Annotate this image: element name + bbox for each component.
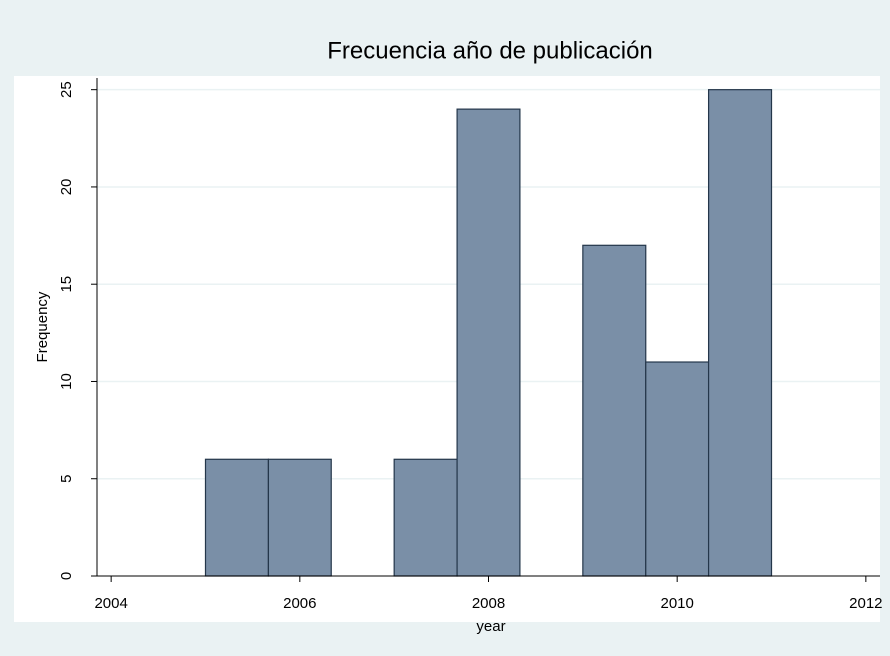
y-tick-label: 25 [58, 81, 75, 98]
y-tick-label: 10 [58, 373, 75, 390]
bar [267, 458, 332, 577]
bar [393, 458, 458, 577]
y-tick-label: 5 [58, 475, 75, 483]
y-tick-label: 0 [58, 572, 75, 580]
bar [707, 89, 773, 577]
bar [456, 108, 521, 577]
y-tick-label: 15 [58, 276, 75, 293]
y-axis-title: Frequency [34, 291, 51, 362]
x-tick-label: 2008 [472, 595, 505, 612]
chart-title: Frecuencia año de publicación [327, 37, 653, 64]
bar [582, 244, 647, 577]
x-tick-label: 2012 [849, 595, 882, 612]
bar [645, 361, 710, 577]
x-tick-label: 2010 [660, 595, 693, 612]
x-tick-label: 2004 [94, 595, 127, 612]
bar [204, 458, 270, 577]
x-axis-title: year [476, 618, 505, 635]
y-tick-label: 20 [58, 179, 75, 196]
x-tick-label: 2006 [283, 595, 316, 612]
